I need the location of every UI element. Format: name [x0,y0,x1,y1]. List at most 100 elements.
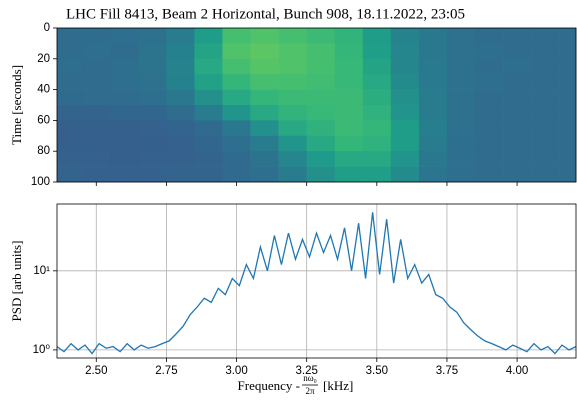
heatmap-cell [362,151,392,167]
heatmap-cell [334,151,364,167]
heatmap-cell [82,28,111,44]
heatmap-cell [57,28,83,44]
heatmap-cell [446,135,476,152]
heatmap-cell [559,105,577,121]
heatmap-cell [418,166,448,183]
heatmap-cell [194,74,223,90]
heatmap-cell [166,166,195,183]
heatmap-cell [306,120,336,137]
heatmap-cell [82,166,111,183]
heatmap-cell [559,151,577,167]
y-tick-label: 60 [37,114,50,126]
heatmap-cell [390,28,420,44]
heatmap-cell [390,151,420,167]
heatmap-cell [503,120,532,137]
heatmap-cell [82,120,111,137]
heatmap-cell [166,135,195,152]
heatmap-cell [306,105,336,121]
heatmap-cell [194,43,223,60]
heatmap-cell [418,120,448,137]
heatmap-cell [82,74,111,90]
heatmap-cell [390,135,420,152]
heatmap-cell [475,58,504,75]
heatmap-cell [278,151,307,167]
heatmap-cell [222,74,251,90]
heatmap-cell [390,105,420,121]
heatmap-cell [446,120,476,137]
heatmap-cell [250,43,279,60]
x-axis-label: Frequency - [238,378,300,393]
heatmap-cell [503,166,532,183]
heatmap-cell [278,58,307,75]
heatmap-cell [166,105,195,121]
x-tick-label: 3.25 [295,365,317,377]
heatmap-cell [138,43,167,60]
heatmap-cell [57,43,83,60]
heatmap-cell [138,28,167,44]
heatmap-cell [475,74,504,90]
heatmap-cell [559,43,577,60]
heatmap-cell [278,43,307,60]
heatmap-cell [503,74,532,90]
heatmap-cell [57,166,83,183]
heatmap-cell [559,166,577,183]
heatmap-cell [559,74,577,90]
heatmap-cell [418,151,448,167]
heatmap-cell [110,105,139,121]
heatmap-cell [222,105,251,121]
heatmap-cell [278,105,307,121]
heatmap-cell [418,28,448,44]
heatmap-cell [250,151,279,167]
x-tick-label: 3.00 [225,365,247,377]
heatmap-cell [250,28,279,44]
heatmap-cell [194,166,223,183]
y-tick-label: 10⁰ [33,344,51,356]
heatmap-cell [446,43,476,60]
heatmap-cell [166,58,195,75]
heatmap-cell [110,166,139,183]
heatmap-cell [362,43,392,60]
heatmap-cell [82,89,111,106]
heatmap-cell [57,120,83,137]
heatmap-cell [390,74,420,90]
heatmap-cell [446,89,476,106]
heatmap-cell [362,135,392,152]
heatmap-cell [250,166,279,183]
heatmap-cell [362,58,392,75]
heatmap-cell [138,74,167,90]
axes-frame [56,27,577,183]
y-tick-label: 40 [37,84,50,96]
heatmap-cell [559,28,577,44]
heatmap-cell [334,120,364,137]
psd-line [57,212,576,355]
heatmap-cell [138,151,167,167]
heatmap-cell [306,135,336,152]
heatmap-cell [418,43,448,60]
heatmap-cell [334,135,364,152]
heatmap-cell [475,151,504,167]
heatmap-cell [166,120,195,137]
heatmap-cell [278,74,307,90]
heatmap-cell [278,120,307,137]
heatmap-cell [362,105,392,121]
heatmap-cell [306,74,336,90]
heatmap-cell [531,74,560,90]
heatmap-cell [475,135,504,152]
heatmap-cell [250,74,279,90]
heatmap-cell [334,89,364,106]
heatmap-cell [250,120,279,137]
heatmap-cell [306,89,336,106]
heatmap-cell [531,28,560,44]
heatmap-cell [475,28,504,44]
heatmap-cell [194,105,223,121]
heatmap-cell [82,151,111,167]
x-axis-label-denominator: 2π [305,386,315,396]
y-tick-label: 0 [44,22,50,34]
heatmap-cell [57,89,83,106]
heatmap-cell [194,120,223,137]
heatmap-cell [362,28,392,44]
heatmap-cell [278,28,307,44]
chart-title: LHC Fill 8413, Beam 2 Horizontal, Bunch … [66,6,465,22]
